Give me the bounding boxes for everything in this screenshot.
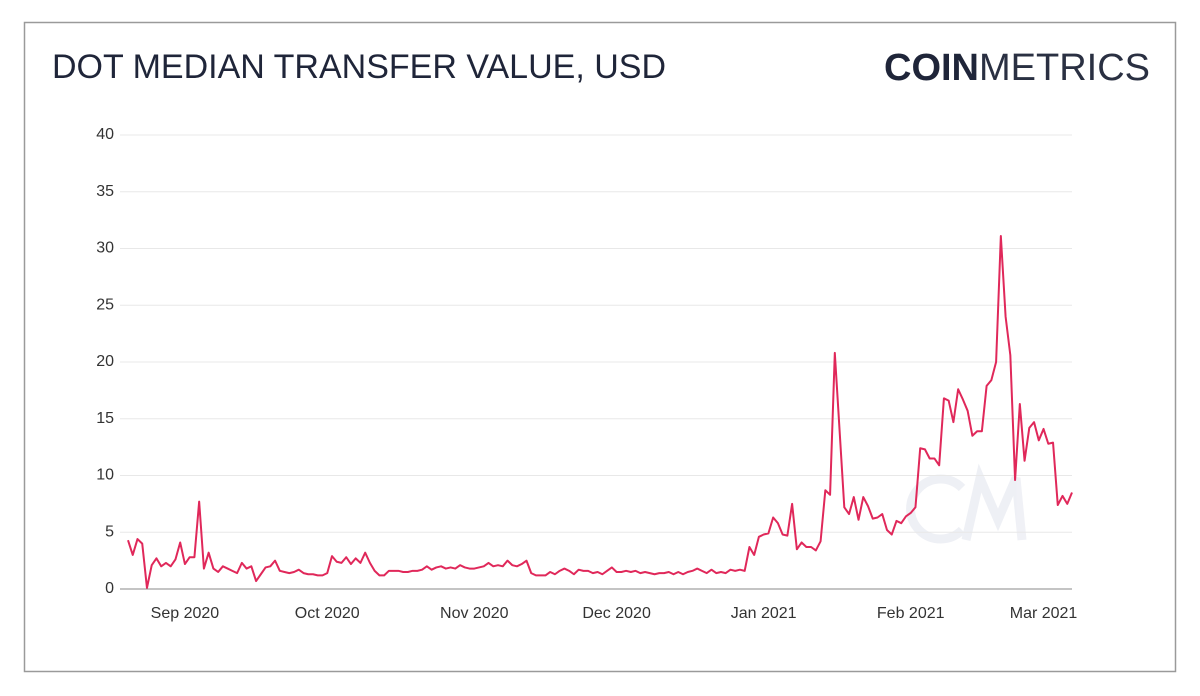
x-tick-label: Sep 2020: [151, 605, 220, 622]
y-tick-label: 10: [96, 467, 114, 484]
frame: [23, 21, 1177, 673]
y-tick-label: 25: [96, 296, 114, 313]
x-tick-label: Mar 2021: [1010, 605, 1078, 622]
logo: COINMETRICS: [884, 47, 1150, 89]
logo-bold: COIN: [884, 47, 979, 89]
y-tick-label: 20: [96, 353, 114, 370]
y-tick-label: 0: [105, 580, 114, 597]
y-tick-label: 5: [105, 523, 114, 540]
y-tick-label: 35: [96, 183, 114, 200]
y-tick-label: 15: [96, 410, 114, 427]
watermark: [906, 463, 1027, 544]
x-tick-label: Jan 2021: [731, 605, 797, 622]
x-tick-label: Nov 2020: [440, 605, 509, 622]
logo-light: METRICS: [979, 47, 1150, 89]
y-tick-label: 30: [96, 240, 114, 257]
x-tick-label: Oct 2020: [295, 605, 360, 622]
line: [127, 235, 1073, 589]
y-tick-label: 40: [96, 126, 114, 143]
x-tick-label: Feb 2021: [877, 605, 945, 622]
x-tick-label: Dec 2020: [582, 605, 651, 622]
chart-title: DOT MEDIAN TRANSFER VALUE, USD: [52, 48, 666, 86]
